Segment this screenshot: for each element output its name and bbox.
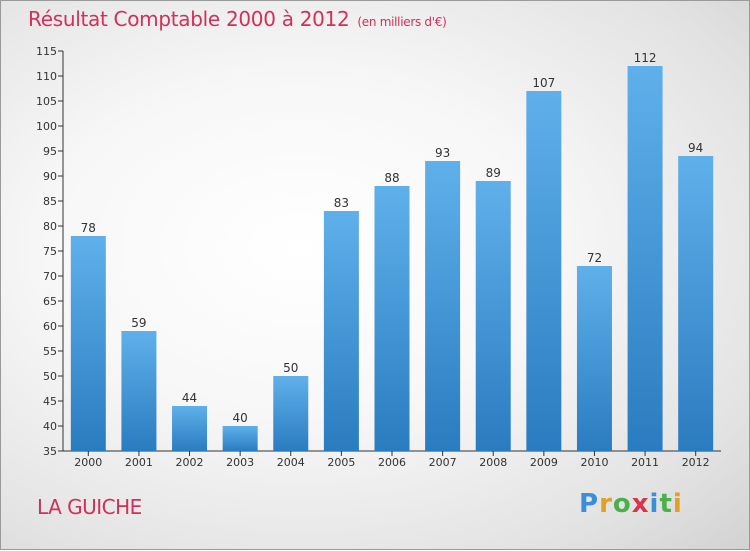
x-tick-label: 2009: [530, 456, 558, 469]
bar-value-label: 59: [131, 316, 146, 330]
y-tick-label: 60: [43, 320, 57, 333]
bar-value-label: 107: [532, 76, 555, 90]
x-tick-label: 2004: [277, 456, 305, 469]
bar: [70, 236, 106, 451]
bar: [374, 186, 410, 451]
bar: [222, 426, 258, 451]
y-tick-label: 85: [43, 195, 57, 208]
x-tick-label: 2000: [74, 456, 102, 469]
bar-value-label: 89: [486, 166, 501, 180]
y-tick-label: 110: [36, 70, 57, 83]
bar: [323, 211, 359, 451]
logo-letter: i: [649, 489, 660, 519]
y-tick-label: 45: [43, 395, 57, 408]
x-tick-label: 2002: [176, 456, 204, 469]
x-tick-label: 2006: [378, 456, 406, 469]
bar-value-label: 44: [182, 391, 197, 405]
bar: [273, 376, 309, 451]
y-tick-label: 105: [36, 95, 57, 108]
x-tick-label: 2010: [580, 456, 608, 469]
bar-value-label: 93: [435, 146, 450, 160]
bar-value-label: 50: [283, 361, 298, 375]
y-tick-label: 115: [36, 45, 57, 58]
x-tick-label: 2003: [226, 456, 254, 469]
bar: [475, 181, 511, 451]
bar-value-label: 72: [587, 251, 602, 265]
logo-letter: o: [612, 489, 632, 519]
logo-letter: x: [631, 489, 650, 519]
bar: [425, 161, 461, 451]
x-tick-label: 2001: [125, 456, 153, 469]
bar: [627, 66, 663, 451]
y-tick-label: 95: [43, 145, 57, 158]
y-tick-label: 35: [43, 445, 57, 458]
bar: [678, 156, 714, 451]
chart-subtitle: (en milliers d'€): [357, 15, 447, 29]
chart-bars: 78 59 44 40 50 83 88 93 89 107 72 112 94: [70, 51, 714, 451]
bar: [172, 406, 208, 451]
x-tick-label: 2012: [682, 456, 710, 469]
chart-axes: 35 40 45 50 55 60 65 70 75 80 85 90 95 100 105 110 115 20…: [36, 45, 721, 469]
bar: [526, 91, 562, 451]
x-tick-label: 2008: [479, 456, 507, 469]
bar: [121, 331, 157, 451]
y-tick-label: 65: [43, 295, 57, 308]
x-tick-label: 2011: [631, 456, 659, 469]
bar-value-label: 112: [634, 51, 657, 65]
bar-value-label: 88: [384, 171, 399, 185]
logo-letter: i: [672, 489, 683, 519]
y-tick-label: 70: [43, 270, 57, 283]
y-tick-label: 75: [43, 245, 57, 258]
y-tick-label: 90: [43, 170, 57, 183]
y-tick-label: 80: [43, 220, 57, 233]
x-tick-label: 2007: [429, 456, 457, 469]
chart-title: Résultat Comptable 2000 à 2012 (en millie…: [28, 7, 447, 31]
x-tick-label: 2005: [327, 456, 355, 469]
commune-name: LA GUICHE: [37, 495, 142, 519]
logo-letter: r: [599, 489, 613, 519]
bar: [576, 266, 612, 451]
y-tick-label: 40: [43, 420, 57, 433]
logo-letter: t: [659, 489, 673, 519]
bar-value-label: 94: [688, 141, 703, 155]
bar-value-label: 83: [334, 196, 349, 210]
y-tick-label: 100: [36, 120, 57, 133]
bar-value-label: 78: [81, 221, 96, 235]
proxiti-logo: Proxiti: [579, 489, 683, 519]
bar-value-label: 40: [233, 411, 248, 425]
logo-letter: P: [579, 489, 600, 519]
y-tick-label: 55: [43, 345, 57, 358]
y-tick-label: 50: [43, 370, 57, 383]
